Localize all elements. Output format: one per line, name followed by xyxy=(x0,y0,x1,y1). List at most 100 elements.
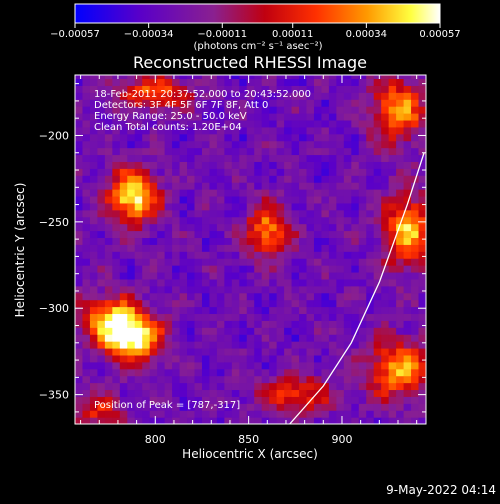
heatmap-cell xyxy=(328,126,337,135)
heatmap-cell xyxy=(381,299,390,308)
heatmap-cell xyxy=(291,417,300,424)
heatmap-cell xyxy=(388,209,397,218)
heatmap-cell xyxy=(224,161,233,169)
heatmap-cell xyxy=(351,403,360,411)
heatmap-cell xyxy=(194,119,203,128)
heatmap-cell xyxy=(373,133,382,142)
heatmap-cell xyxy=(388,417,397,424)
heatmap-cell xyxy=(187,195,196,204)
heatmap-cell xyxy=(403,216,412,225)
heatmap-cell xyxy=(373,265,382,273)
heatmap-cell xyxy=(388,327,397,335)
heatmap-cell xyxy=(343,313,352,321)
heatmap-cell xyxy=(388,147,397,156)
heatmap-cell xyxy=(112,306,121,315)
heatmap-cell xyxy=(269,292,278,301)
heatmap-cell xyxy=(97,347,106,356)
heatmap-cell xyxy=(97,396,106,404)
heatmap-cell xyxy=(261,285,270,294)
heatmap-cell xyxy=(187,216,196,225)
heatmap-cell xyxy=(164,271,173,280)
annotation-energy: Energy Range: 25.0 - 50.0 keV xyxy=(94,111,247,122)
heatmap-cell xyxy=(134,230,143,239)
heatmap-cell xyxy=(231,251,240,259)
heatmap-cell xyxy=(246,168,255,176)
heatmap-cell xyxy=(396,78,405,86)
heatmap-cell xyxy=(381,347,390,356)
heatmap-cell xyxy=(97,410,106,418)
heatmap-cell xyxy=(187,147,196,156)
heatmap-cell xyxy=(284,237,293,245)
heatmap-cell xyxy=(82,154,91,162)
heatmap-cell xyxy=(373,368,382,377)
heatmap-cell xyxy=(97,140,106,149)
heatmap-cell xyxy=(396,140,405,149)
heatmap-cell xyxy=(119,119,128,128)
heatmap-cell xyxy=(396,92,405,100)
heatmap-cell xyxy=(276,119,285,128)
heatmap-cell xyxy=(336,389,345,397)
heatmap-cell xyxy=(336,271,345,280)
heatmap-cell xyxy=(127,161,136,169)
heatmap-cell xyxy=(299,285,308,294)
heatmap-cell xyxy=(89,140,99,149)
heatmap-cell xyxy=(269,140,278,149)
heatmap-cell xyxy=(119,195,128,204)
heatmap-cell xyxy=(75,216,84,225)
heatmap-cell xyxy=(418,389,426,397)
heatmap-cell xyxy=(201,278,211,287)
heatmap-cell xyxy=(373,354,382,363)
heatmap-cell xyxy=(276,341,285,349)
heatmap-cell xyxy=(328,195,337,204)
heatmap-cell xyxy=(276,410,285,418)
heatmap-cell xyxy=(239,189,248,197)
heatmap-cell xyxy=(336,417,345,424)
heatmap-cell xyxy=(388,265,397,273)
heatmap-cell xyxy=(254,410,263,418)
heatmap-cell xyxy=(127,126,136,135)
heatmap-cell xyxy=(127,327,136,335)
heatmap-cell xyxy=(313,396,323,404)
heatmap-cell xyxy=(388,195,397,204)
heatmap-cell xyxy=(75,251,84,259)
heatmap-cell xyxy=(366,147,375,156)
heatmap-cell xyxy=(127,271,136,280)
heatmap-cell xyxy=(276,382,285,391)
heatmap-cell xyxy=(179,175,188,183)
heatmap-cell xyxy=(104,85,113,93)
heatmap-cell xyxy=(104,265,113,273)
heatmap-cell xyxy=(328,237,337,245)
heatmap-cell xyxy=(216,168,225,176)
heatmap-cell xyxy=(194,175,203,183)
heatmap-cell xyxy=(112,85,121,93)
heatmap-cell xyxy=(104,410,113,418)
heatmap-cell xyxy=(299,258,308,266)
heatmap-cell xyxy=(194,244,203,252)
heatmap-cell xyxy=(313,368,323,377)
heatmap-cell xyxy=(201,299,211,308)
heatmap-cell xyxy=(104,347,113,356)
heatmap-cell xyxy=(134,78,143,86)
heatmap-cell xyxy=(336,78,345,86)
heatmap-cell xyxy=(336,285,345,294)
heatmap-cell xyxy=(418,195,426,204)
heatmap-cell xyxy=(157,244,166,252)
heatmap-cell xyxy=(366,189,375,197)
heatmap-cell xyxy=(142,237,151,245)
heatmap-cell xyxy=(224,182,233,190)
heatmap-cell xyxy=(336,216,345,225)
heatmap-cell xyxy=(187,417,196,424)
heatmap-cell xyxy=(366,368,375,377)
heatmap-cell xyxy=(179,368,188,377)
heatmap-cell xyxy=(231,140,240,149)
heatmap-cell xyxy=(254,202,263,211)
heatmap-cell xyxy=(261,382,270,391)
heatmap-cell xyxy=(254,285,263,294)
heatmap-cell xyxy=(358,133,367,142)
heatmap-cell xyxy=(104,202,113,211)
heatmap-cell xyxy=(157,410,166,418)
heatmap-cell xyxy=(112,396,121,404)
heatmap-cell xyxy=(164,195,173,204)
heatmap-cell xyxy=(194,347,203,356)
heatmap-cell xyxy=(254,175,263,183)
